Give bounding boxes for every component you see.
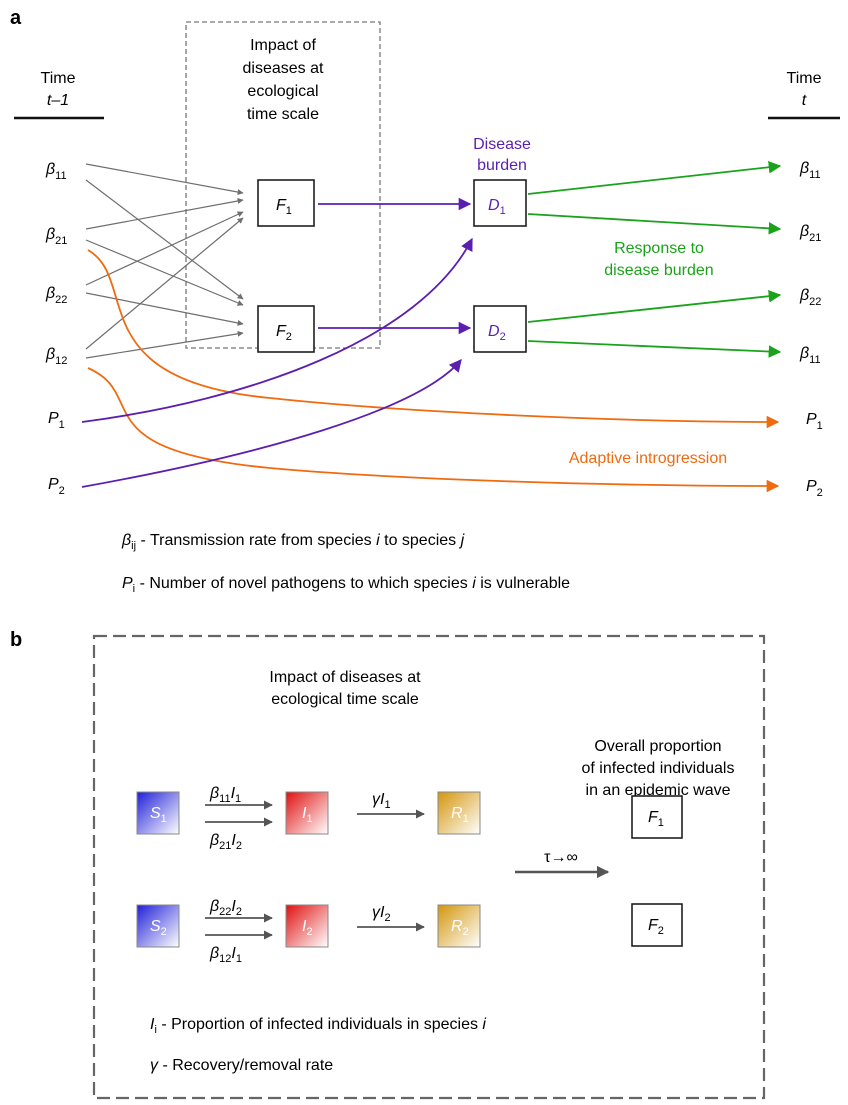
left-nodes: β11 β21 β22 β12 P1 P2 (45, 161, 67, 497)
f1-label: F1 (276, 197, 292, 217)
arrow-d2-b11 (527, 340, 782, 358)
arrow-b21-f1 (85, 198, 244, 230)
i1-label: I1 (302, 805, 313, 825)
b-f1-label: F1 (648, 809, 664, 829)
box-title-line-3: ecological (247, 83, 318, 100)
r1-label: R1 (451, 805, 469, 825)
response-arrows (527, 160, 782, 358)
gamma-i2: γI2 (372, 904, 391, 924)
arrow-b12-f1 (85, 217, 244, 350)
panel-b-title-1: Impact of diseases at (269, 669, 421, 686)
arrow-b11-f1 (85, 163, 244, 195)
gamma-i1: γI1 (372, 791, 391, 811)
pathogen-arrows (81, 197, 473, 488)
d2-box (473, 305, 527, 353)
box-title: Impact of diseases at ecological time sc… (243, 37, 324, 123)
left-node-p1: P1 (48, 410, 65, 431)
right-node-b22: β22 (799, 287, 821, 308)
box-title-line-1: Impact of (250, 37, 316, 54)
overall-label-3: in an epidemic wave (586, 782, 731, 799)
arrow-d1-b21 (527, 213, 782, 235)
arrow-b12-f2 (85, 330, 244, 359)
legend-beta: βij - Transmission rate from species i t… (121, 532, 465, 552)
s2-compartment (136, 904, 180, 948)
d1-label: D1 (488, 197, 506, 217)
r2-compartment (437, 904, 481, 948)
right-node-p1: P1 (806, 411, 823, 432)
f2-box (257, 305, 315, 353)
right-node-p2: P2 (806, 478, 823, 499)
b-f2-box (631, 903, 683, 947)
disease-burden-label-2: burden (477, 157, 527, 174)
right-node-b21: β21 (799, 223, 821, 244)
legend-pathogens: Pi - Number of novel pathogens to which … (122, 575, 570, 595)
arrow-p2-d2 (81, 359, 462, 488)
arrow-d1-b11 (527, 160, 782, 195)
time-left-value: t–1 (47, 92, 69, 109)
left-node-p2: P2 (48, 476, 65, 497)
time-left-label: Time (41, 70, 76, 87)
arrow-p1-d1 (81, 237, 473, 423)
box-title-line-2: diseases at (243, 60, 324, 77)
f2-label: F2 (276, 323, 292, 343)
panel-label-b: b (10, 629, 22, 651)
tau-infinity-label: τ→∞ (544, 849, 578, 866)
arrow-introgression-p2 (87, 367, 780, 493)
s1-compartment (136, 791, 180, 835)
r2-label: R2 (451, 918, 469, 938)
rate-b11-i1: β11I1 (209, 785, 241, 805)
time-right-label: Time (787, 70, 822, 87)
right-node-b11-second: β11 (799, 345, 821, 366)
left-node-b12: β12 (45, 346, 67, 367)
legend-infected-proportion: Ii - Proportion of infected individuals … (150, 1016, 486, 1036)
legend-recovery-rate: γ - Recovery/removal rate (150, 1057, 333, 1074)
arrow-b21-f2 (85, 239, 244, 306)
response-label-2: disease burden (604, 262, 713, 279)
d2-label: D2 (488, 323, 506, 343)
arrow-b22-f2 (85, 292, 244, 326)
rate-b22-i2: β22I2 (209, 898, 242, 918)
r1-compartment (437, 791, 481, 835)
left-node-b11: β11 (45, 161, 67, 182)
f1-box (257, 179, 315, 227)
overall-label-1: Overall proportion (594, 738, 721, 755)
s1-label: S1 (150, 805, 167, 825)
time-right-value: t (802, 92, 807, 109)
left-node-b21: β21 (45, 226, 67, 247)
arrow-d2-b22 (527, 289, 782, 323)
transmission-arrows (85, 163, 244, 359)
panel-b-frame (92, 634, 766, 1100)
arrow-b11-f2 (85, 179, 244, 300)
arrow-introgression-p1 (87, 249, 780, 429)
i1-compartment (285, 791, 329, 835)
disease-burden-label-1: Disease (473, 136, 531, 153)
panel-label-a: a (10, 7, 22, 29)
i2-compartment (285, 904, 329, 948)
adaptive-introgression-label: Adaptive introgression (569, 450, 727, 467)
right-nodes: β11 β21 β22 β11 P1 P2 (799, 160, 823, 499)
panel-b-title-2: ecological time scale (271, 691, 419, 708)
s2-label: S2 (150, 918, 167, 938)
d1-box (473, 179, 527, 227)
rate-b12-i1: β12I1 (209, 945, 242, 965)
box-title-line-4: time scale (247, 106, 319, 123)
arrow-b22-f1 (85, 211, 244, 286)
i2-label: I2 (302, 918, 313, 938)
introgression-arrows (87, 249, 780, 493)
b-f1-box (631, 795, 683, 839)
response-label-1: Response to (614, 240, 704, 257)
rate-b21-i2: β21I2 (209, 832, 242, 852)
overall-label-2: of infected individuals (582, 760, 735, 777)
right-node-b11: β11 (799, 160, 821, 181)
left-node-b22: β22 (45, 285, 67, 306)
b-f2-label: F2 (648, 917, 664, 937)
